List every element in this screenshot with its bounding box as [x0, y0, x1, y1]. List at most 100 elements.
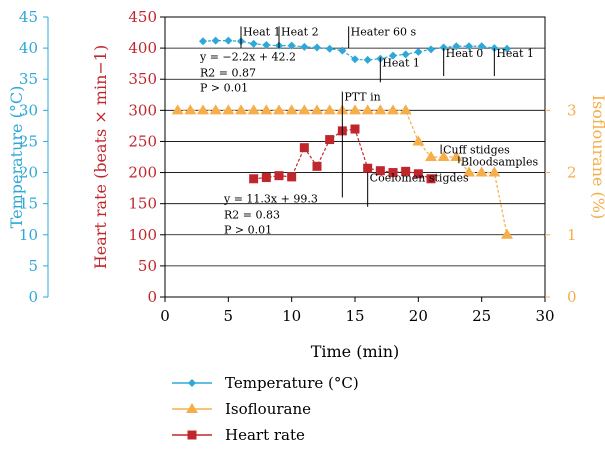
temperature-tick-label: 20	[19, 164, 38, 182]
heart-rate-series-point	[413, 169, 423, 179]
temperature-axis: 0 5 10 15 20 25 30 35 40 45 Temperature (°C)	[7, 8, 49, 306]
isoflurane-series-point	[235, 104, 247, 115]
isoflurane-series-point	[222, 104, 235, 115]
regression-r2: R2 = 0.87	[200, 67, 256, 80]
heart-rate-tick-label: 200	[128, 164, 157, 182]
heart-rate-series-point	[261, 173, 271, 183]
heart-rate-axis-title: Heart rate (beats × min−1)	[91, 45, 110, 269]
temperature-tick-label: 25	[19, 132, 38, 150]
annotation-label: Heat 2	[281, 25, 319, 38]
isoflurane-series-point	[463, 166, 475, 177]
x-tick-label: 5	[224, 307, 234, 325]
heart-rate-tick-label: 450	[128, 8, 157, 26]
isoflurane-series-point	[374, 104, 387, 115]
temperature-tick-label: 45	[19, 8, 38, 26]
heart-rate-tick-label: 50	[138, 257, 157, 275]
heart-rate-tick-label: 300	[128, 101, 157, 119]
temperature-series-point	[414, 47, 423, 56]
temperature-series-point	[477, 42, 486, 51]
isoflurane-series-point	[184, 104, 197, 115]
heart-rate-tick-label: 350	[128, 70, 157, 88]
isoflurane-tick-label: 2	[567, 164, 577, 182]
annotation-label: Heat 1	[496, 47, 534, 60]
x-axis: 0 5 10 15 20 25 30 Time (min)	[160, 297, 555, 361]
isoflurane-series-point	[399, 104, 412, 115]
isoflurane-series-point	[501, 228, 513, 239]
isoflurane-series-line	[177, 109, 508, 235]
isoflurane-series	[171, 104, 513, 239]
heart-rate-tick-label: 100	[128, 226, 157, 244]
heart-rate-series-point	[249, 174, 259, 184]
heart-rate-series-point	[325, 135, 335, 145]
isoflurane-axis: 0 1 2 3 Isoflourane (%)	[545, 95, 605, 306]
heart-rate-tick-label: 150	[128, 195, 157, 213]
annotation-label: PTT in	[344, 91, 380, 104]
temperature-series-point	[503, 44, 511, 53]
regression-p: P > 0.01	[224, 223, 272, 236]
isoflurane-tick-label: 1	[567, 226, 577, 244]
x-tick-label: 10	[282, 307, 301, 325]
isoflurane-tick-label: 3	[567, 101, 577, 119]
heart-rate-tick-label: 400	[128, 39, 157, 57]
legend-label: Temperature (°C)	[225, 374, 359, 392]
isoflurane-axis-title: Isoflourane (%)	[589, 95, 605, 220]
isoflurane-series-point	[387, 104, 399, 115]
x-axis-title: Time (min)	[311, 342, 400, 361]
heart-rate-axis: 0 50 100 150 200 250 300 350 400 450 Heart rate (b…	[91, 8, 165, 306]
isoflurane-series-point	[475, 166, 488, 177]
legend-label: Isoflourane	[225, 400, 311, 418]
regression-equation: y = −2.2x + 42.2	[199, 51, 296, 64]
heart-rate-series-point	[426, 174, 436, 184]
annotation-label: Cuff stidges	[443, 144, 510, 157]
x-tick-label: 15	[345, 307, 364, 325]
heart-rate-series-point	[388, 168, 398, 178]
temperature-axis-title: Temperature (°C)	[7, 86, 26, 229]
isoflurane-series-point	[298, 104, 311, 115]
annotation-label: Heat 0	[446, 47, 484, 60]
regression-r2: R2 = 0.83	[224, 208, 280, 221]
isoflurane-series-point	[171, 104, 184, 115]
isoflurane-series-point	[412, 135, 425, 146]
legend-marker	[187, 430, 197, 440]
isoflurane-series-point	[247, 104, 260, 115]
temperature-tick-label: 35	[19, 70, 38, 88]
isoflurane-series-point	[425, 151, 437, 161]
legend-label: Heart rate	[225, 426, 305, 444]
temperature-tick-label: 30	[19, 101, 38, 119]
isoflurane-series-point	[273, 104, 285, 115]
x-tick-label: 30	[535, 307, 554, 325]
heart-rate-series-point	[287, 172, 297, 182]
temperature-series-point	[211, 36, 220, 45]
x-tick-label: 25	[472, 307, 491, 325]
temperature-series-point	[389, 51, 397, 60]
temperature-tick-label: 40	[19, 39, 38, 57]
temperature-series-point	[439, 43, 448, 52]
temperature-tick-label: 0	[28, 288, 38, 306]
isoflurane-series-point	[349, 104, 361, 115]
isoflurane-series-point	[323, 104, 336, 115]
legend-marker	[186, 403, 198, 413]
temperature-tick-label: 10	[19, 226, 38, 244]
temperature-series-point	[262, 41, 271, 49]
heart-rate-series-point	[299, 143, 309, 153]
heart-rate-series-point	[274, 171, 284, 181]
temperature-series-point	[427, 45, 435, 54]
temperature-series-point	[452, 42, 461, 51]
temperature-series-point	[313, 43, 321, 52]
isoflurane-series-point	[285, 104, 298, 115]
temperature-series-point	[338, 46, 347, 55]
isoflurane-series-point	[311, 104, 323, 115]
heart-rate-series-point	[375, 166, 385, 176]
temperature-series-point	[199, 37, 207, 46]
temperature-series-point	[363, 55, 372, 64]
x-tick-label: 0	[160, 307, 170, 325]
heart-rate-tick-label: 250	[128, 132, 157, 150]
regression-equation: y = 11.3x + 99.3	[223, 192, 318, 205]
temperature-series-point	[465, 42, 473, 51]
regression-temperature: y = −2.2x + 42.2 R2 = 0.87 P > 0.01	[199, 51, 296, 95]
temperature-series-point	[287, 41, 296, 50]
isoflurane-series-point	[361, 104, 374, 115]
regression-heart-rate: y = 11.3x + 99.3 R2 = 0.83 P > 0.01	[223, 192, 318, 236]
heart-rate-series-point	[363, 163, 373, 173]
isoflurane-series-point	[437, 151, 450, 161]
